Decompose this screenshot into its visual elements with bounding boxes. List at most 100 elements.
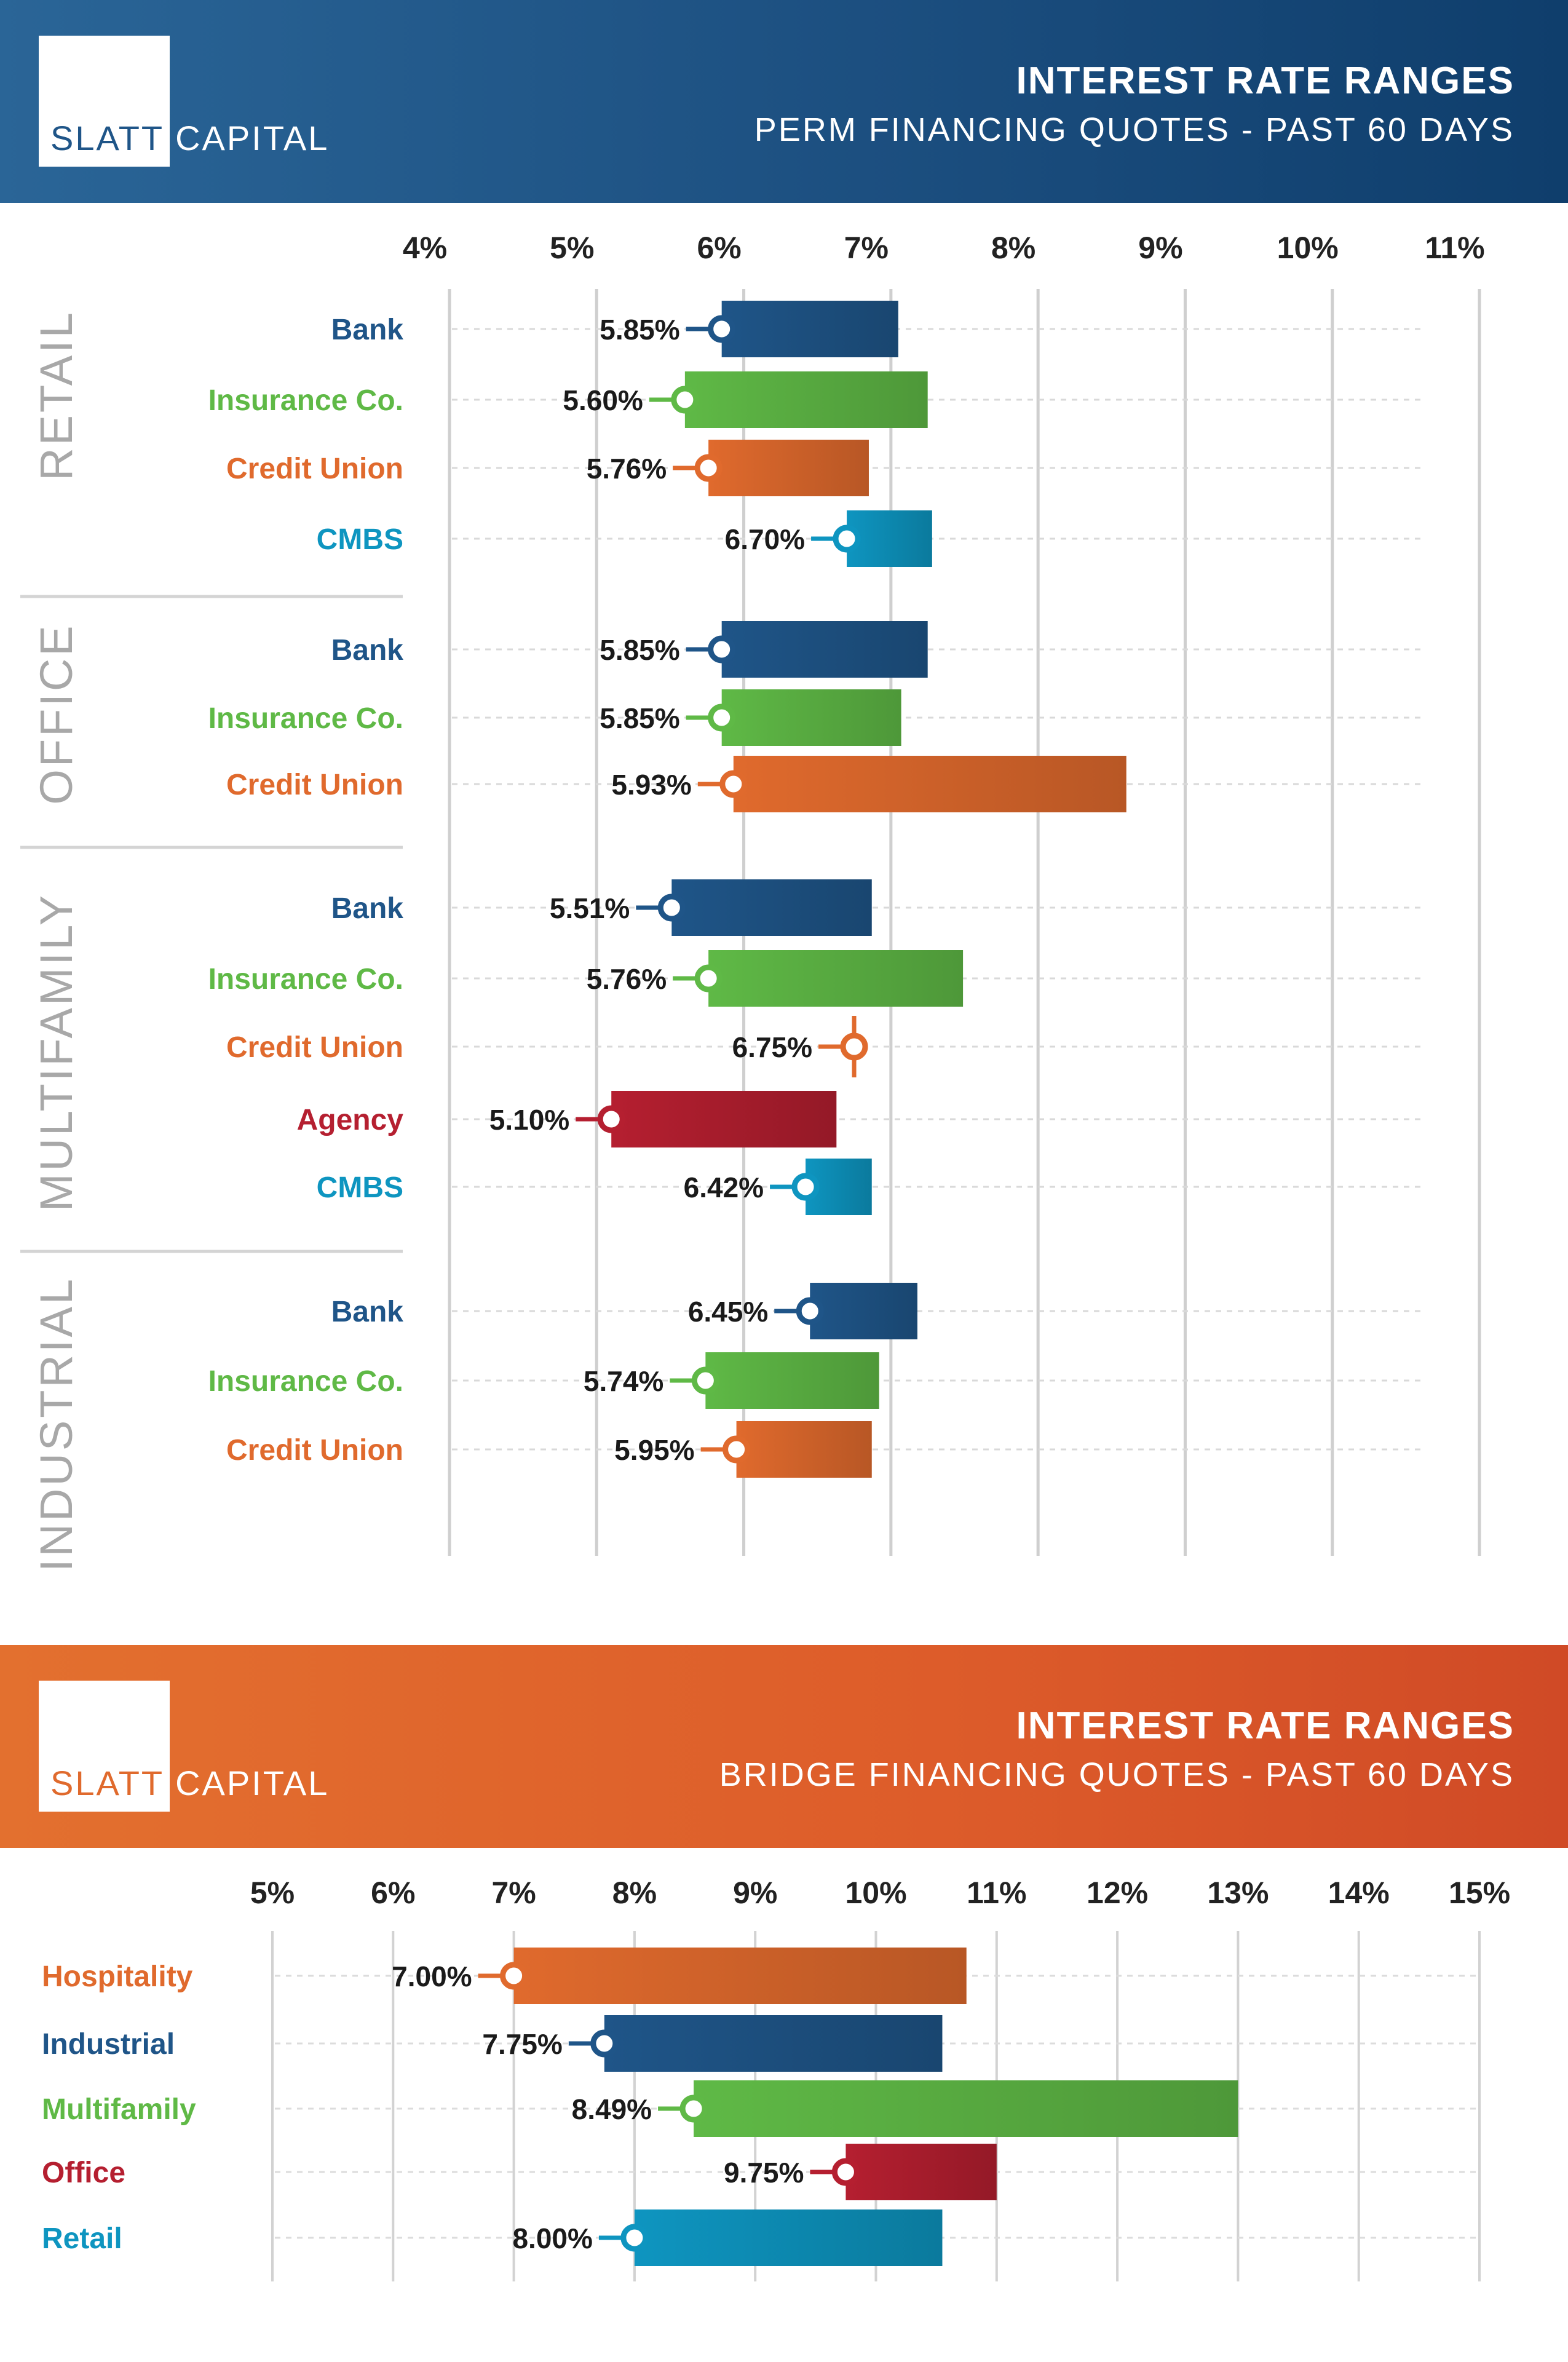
perm-multifamily-insurance-low-label: 5.76% [587,963,667,995]
slatt-capital-logo-box [39,1681,170,1812]
perm-multifamily-agency-low-label: 5.10% [489,1104,569,1136]
bridge-multifamily-low-marker [679,2094,708,2123]
perm-lender-label: CMBS [317,523,403,556]
logo-word-slatt: SLATT [50,119,165,157]
perm-tick-label: 8% [991,231,1035,265]
bridge-tick-label: 10% [845,1876,906,1910]
perm-group-label-office: OFFICE [31,623,82,804]
perm-lender-label: Bank [331,634,404,667]
perm-tick-label: 11% [1425,231,1484,265]
perm-office-bank-low-marker [708,635,736,664]
perm-industrial-insurance-low-label: 5.74% [584,1365,663,1397]
perm-group-label-industrial: INDUSTRIAL [31,1277,82,1572]
perm-retail-insurance-low-label: 5.60% [563,384,643,416]
perm-tick-label: 4% [403,231,447,265]
perm-tick-label: 7% [844,231,889,265]
bridge-category-label: Office [42,2157,125,2189]
logo-word-slatt: SLATT [50,1764,165,1802]
bridge-tick-label: 11% [967,1876,1026,1910]
bridge-industrial-low-label: 7.75% [482,2028,562,2060]
perm-lender-label: Insurance Co. [208,1365,403,1398]
perm-lender-label: Bank [331,892,404,925]
perm-retail-bank-range-bar [721,301,898,357]
perm-lender-label: Insurance Co. [208,963,403,996]
bridge-tick-label: 14% [1328,1876,1390,1910]
perm-retail-insurance-range-bar [684,371,928,428]
bridge-tick-label: 15% [1449,1876,1510,1910]
perm-lender-label: Credit Union [226,1031,403,1064]
bridge-tick-label: 8% [612,1876,657,1910]
bridge-title: INTEREST RATE RANGES [1016,1705,1515,1747]
perm-title: INTEREST RATE RANGES [1016,60,1515,102]
perm-multifamily-bank-low-marker [657,894,686,922]
slatt-capital-logo-box [39,36,170,167]
perm-retail-cmbs-range-bar [847,510,932,567]
perm-multifamily-credit_union-low-marker [840,1032,868,1061]
perm-lender-label: Credit Union [226,1434,403,1467]
bridge-subtitle: BRIDGE FINANCING QUOTES - PAST 60 DAYS [719,1756,1515,1793]
perm-retail-credit_union-low-label: 5.76% [587,453,667,485]
perm-lender-label: Credit Union [226,453,403,485]
bridge-hospitality-low-marker [500,1962,528,1990]
bridge-industrial-range-bar [604,2015,943,2072]
bridge-office-range-bar [845,2144,997,2200]
perm-office-insurance-low-label: 5.85% [600,702,679,734]
perm-multifamily-bank-low-label: 5.51% [550,892,630,924]
bridge-category-label: Retail [42,2222,122,2255]
perm-industrial-credit_union-low-marker [723,1435,751,1464]
bridge-retail-low-label: 8.00% [512,2222,592,2254]
perm-lender-label: Insurance Co. [208,702,403,735]
bridge-tick-label: 5% [250,1876,295,1910]
perm-lender-label: Agency [297,1104,404,1136]
perm-tick-label: 10% [1277,231,1339,265]
perm-tick-label: 6% [697,231,741,265]
perm-multifamily-bank-range-bar [671,879,872,936]
slatt-capital-logo: SLATT CAPITAL [50,118,329,158]
perm-office-insurance-range-bar [721,689,901,746]
perm-group-label-retail: RETAIL [31,310,82,481]
bridge-retail-range-bar [634,2209,943,2266]
perm-multifamily-cmbs-low-label: 6.42% [684,1171,764,1203]
perm-industrial-bank-low-marker [796,1297,824,1325]
bridge-retail-low-marker [620,2224,649,2252]
bridge-office-low-label: 9.75% [724,2157,804,2189]
perm-industrial-insurance-range-bar [705,1352,879,1409]
logo-word-capital: CAPITAL [175,119,330,157]
perm-multifamily-agency-low-marker [597,1105,625,1133]
bridge-hospitality-range-bar [513,1948,967,2004]
perm-industrial-credit_union-low-label: 5.95% [614,1434,694,1466]
bridge-category-label: Multifamily [42,2093,196,2126]
perm-retail-credit_union-range-bar [708,440,869,496]
bridge-tick-label: 9% [733,1876,777,1910]
perm-subtitle: PERM FINANCING QUOTES - PAST 60 DAYS [754,111,1515,148]
bridge-tick-label: 13% [1207,1876,1269,1910]
perm-lender-label: Insurance Co. [208,384,403,417]
perm-retail-cmbs-low-marker [833,525,861,553]
bridge-multifamily-range-bar [694,2080,1238,2137]
perm-retail-bank-low-label: 5.85% [600,314,679,346]
bridge-tick-label: 12% [1087,1876,1148,1910]
perm-lender-label: Bank [331,1296,404,1328]
perm-multifamily-agency-range-bar [611,1091,837,1147]
perm-retail-insurance-low-marker [671,386,699,414]
perm-retail-bank-low-marker [708,315,736,343]
perm-rate-chart: 4% 5% 6% 7% 8% 9% 10% 11% RETAIL Bank 5.85% Insuran… [20,231,1485,1572]
perm-retail-cmbs-low-label: 6.70% [725,523,805,555]
perm-multifamily-insurance-range-bar [708,950,964,1007]
perm-industrial-bank-low-label: 6.45% [688,1296,768,1328]
bridge-multifamily-low-label: 8.49% [572,2093,652,2125]
perm-retail-credit_union-low-marker [694,454,723,482]
perm-office-credit_union-range-bar [733,756,1127,812]
bridge-industrial-low-marker [590,2029,619,2058]
bridge-office-low-marker [831,2158,860,2186]
perm-lender-label: Credit Union [226,769,403,801]
perm-group-label-multifamily: MULTIFAMILY [31,893,82,1211]
perm-industrial-insurance-low-marker [691,1366,719,1395]
bridge-hospitality-low-label: 7.00% [392,1960,472,1992]
perm-tick-label: 5% [550,231,594,265]
bridge-rate-chart: 5% 6% 7% 8% 9% 10% 11% 12% 13% 14% 15% Hospitality 7… [42,1876,1510,2281]
perm-office-bank-low-label: 5.85% [600,634,679,666]
perm-tick-label: 9% [1138,231,1182,265]
logo-word-capital: CAPITAL [175,1764,330,1802]
bridge-category-label: Hospitality [42,1960,193,1993]
